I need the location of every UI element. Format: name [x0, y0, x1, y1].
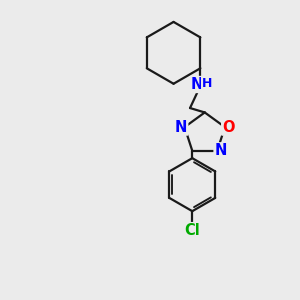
Text: N: N [175, 120, 187, 135]
Text: H: H [202, 77, 212, 90]
Text: N: N [214, 143, 227, 158]
Text: O: O [222, 120, 235, 135]
Text: Cl: Cl [184, 223, 200, 238]
Text: N: N [190, 77, 203, 92]
